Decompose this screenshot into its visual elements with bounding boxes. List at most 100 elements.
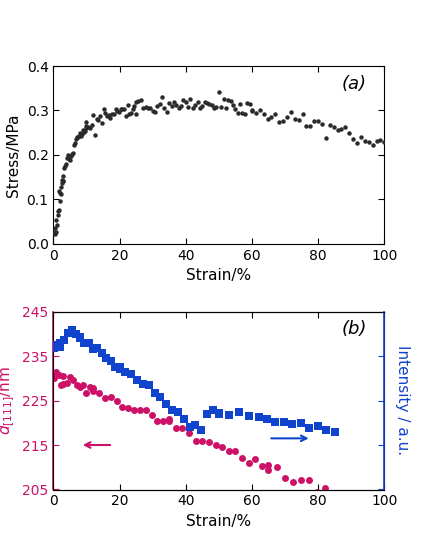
Point xyxy=(76,129,83,138)
Point xyxy=(291,114,297,123)
Point xyxy=(245,411,251,420)
Point xyxy=(163,108,170,117)
Point xyxy=(132,110,139,119)
Point xyxy=(80,128,87,136)
Point xyxy=(248,106,255,114)
Point xyxy=(56,339,63,348)
Point xyxy=(129,104,136,113)
Y-axis label: Intensity / a.u.: Intensity / a.u. xyxy=(394,345,409,455)
Point xyxy=(60,177,66,185)
Point xyxy=(98,119,105,128)
Point xyxy=(86,123,93,132)
Point xyxy=(54,341,60,350)
Point xyxy=(222,103,229,112)
Point xyxy=(60,371,66,380)
Point xyxy=(54,210,61,219)
Point xyxy=(76,383,83,392)
Point xyxy=(62,162,69,170)
Point xyxy=(208,101,215,109)
Point xyxy=(294,116,301,125)
Point xyxy=(78,130,85,139)
Text: (a): (a) xyxy=(340,75,366,93)
Point xyxy=(58,176,65,185)
Point xyxy=(235,408,242,416)
Point xyxy=(55,206,61,215)
Point xyxy=(203,410,210,419)
Point xyxy=(119,104,126,113)
Point xyxy=(325,121,332,130)
Point xyxy=(110,109,117,118)
Point xyxy=(61,163,68,172)
Point xyxy=(160,417,167,426)
Point xyxy=(174,408,181,416)
Point xyxy=(52,223,59,232)
Point xyxy=(76,332,83,341)
Point xyxy=(360,136,367,145)
Point xyxy=(51,228,58,236)
Point xyxy=(72,135,79,144)
X-axis label: Strain/%: Strain/% xyxy=(186,268,251,283)
Point xyxy=(263,415,270,424)
Point xyxy=(112,104,119,113)
Point xyxy=(245,100,252,108)
Point xyxy=(215,409,222,417)
Point xyxy=(60,177,66,186)
Point xyxy=(157,393,164,402)
Point xyxy=(66,155,72,163)
Point xyxy=(73,381,80,389)
Point xyxy=(81,339,87,348)
Point xyxy=(225,411,232,420)
Text: (b): (b) xyxy=(340,321,366,338)
Point xyxy=(165,99,172,108)
Point xyxy=(238,454,245,463)
Point xyxy=(77,132,84,141)
Point xyxy=(263,115,270,124)
Point xyxy=(271,109,278,118)
Point xyxy=(313,487,320,496)
Point xyxy=(55,186,62,195)
Point xyxy=(58,189,64,198)
Point xyxy=(115,108,122,117)
Point xyxy=(225,96,231,104)
Point xyxy=(162,399,169,408)
Point xyxy=(288,477,295,486)
Point xyxy=(305,424,312,432)
Point xyxy=(236,100,243,108)
Point xyxy=(52,228,59,237)
Point xyxy=(239,109,245,118)
Point xyxy=(297,418,304,427)
Point xyxy=(199,437,205,446)
X-axis label: Strain/%: Strain/% xyxy=(186,514,251,529)
Point xyxy=(122,112,129,120)
Point xyxy=(376,136,383,145)
Point xyxy=(314,117,321,125)
Point xyxy=(57,183,64,192)
Point xyxy=(151,389,158,398)
Point xyxy=(71,139,78,147)
Point xyxy=(60,336,67,344)
Point xyxy=(63,160,69,168)
Point xyxy=(117,104,124,113)
Point xyxy=(56,342,63,351)
Point xyxy=(79,126,86,135)
Point xyxy=(287,107,294,116)
Point xyxy=(321,483,328,492)
Point xyxy=(55,205,62,214)
Point xyxy=(122,367,129,376)
Point xyxy=(76,333,83,342)
Point xyxy=(66,156,73,165)
Point xyxy=(58,380,64,389)
Point xyxy=(341,123,348,131)
Point xyxy=(70,141,77,150)
Point xyxy=(365,138,371,146)
Point xyxy=(121,105,127,114)
Point xyxy=(83,388,90,397)
Point xyxy=(173,101,179,109)
Point xyxy=(227,97,233,106)
Point xyxy=(132,97,139,106)
Point xyxy=(85,123,92,132)
Point xyxy=(65,151,72,160)
Point xyxy=(94,344,101,353)
Point xyxy=(212,441,219,449)
Point xyxy=(89,387,96,395)
